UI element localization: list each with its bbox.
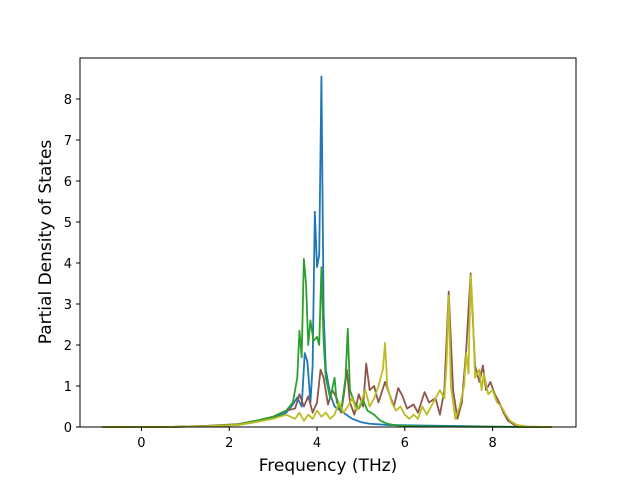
y-axis-ticks: 0 1 2 3 4 5 6 7 8: [64, 93, 80, 436]
x-tick-label: 0: [137, 436, 145, 451]
x-axis-ticks: 0 2 4 6 8: [137, 427, 497, 451]
y-tick-label: 6: [64, 175, 72, 190]
y-tick-label: 3: [64, 298, 72, 313]
series-line-4: [101, 274, 552, 428]
series-line-3: [101, 257, 552, 428]
y-tick-label: 4: [64, 257, 72, 272]
x-tick-label: 2: [225, 436, 233, 451]
y-tick-label: 0: [64, 421, 72, 436]
y-axis-label: Partial Density of States: [36, 140, 56, 345]
y-tick-label: 7: [64, 134, 72, 149]
y-tick-label: 8: [64, 93, 72, 108]
plot-frame: [79, 57, 577, 428]
series-layer: [101, 75, 552, 428]
x-tick-label: 6: [401, 436, 409, 451]
y-tick-label: 5: [64, 216, 72, 231]
x-axis-label: Frequency (THz): [259, 456, 398, 476]
x-tick-label: 4: [313, 436, 321, 451]
plot-background: [80, 58, 576, 427]
y-tick-label: 2: [64, 339, 72, 354]
x-tick-label: 8: [488, 436, 496, 451]
y-tick-label: 1: [64, 380, 72, 395]
